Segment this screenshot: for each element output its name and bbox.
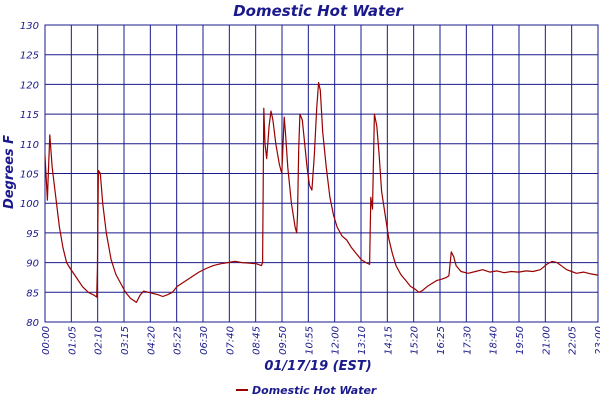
- x-tick-label: 19:50: [515, 326, 526, 355]
- y-tick-label: 130: [20, 21, 39, 32]
- series-layer: [44, 81, 599, 303]
- x-tick-label: 03:15: [120, 326, 131, 355]
- x-tick-label: 09:50: [278, 326, 289, 355]
- series-line: [44, 81, 599, 303]
- y-tick-label: 95: [26, 229, 39, 240]
- x-tick-label: 06:30: [199, 326, 210, 355]
- x-tick-label: 23:00: [594, 326, 600, 355]
- x-tick-label: 21:00: [541, 326, 552, 355]
- x-tick-label: 14:15: [383, 326, 394, 355]
- y-tick-label: 100: [20, 199, 39, 210]
- x-tick-label: 10:55: [304, 326, 315, 355]
- y-tick-label: 80: [26, 318, 39, 329]
- y-axis-label: Degrees F: [2, 135, 17, 209]
- x-tick-label: 07:40: [225, 326, 236, 355]
- y-tick-label: 115: [20, 110, 39, 121]
- x-tick-label: 08:45: [252, 326, 263, 355]
- x-tick-label: 17:30: [462, 326, 473, 355]
- x-tick-label: 13:10: [357, 326, 368, 355]
- legend: Domestic Hot Water: [236, 384, 377, 397]
- x-tick-label: 18:40: [489, 326, 500, 355]
- x-tick-label: 02:10: [94, 326, 105, 355]
- x-tick-label: 15:20: [410, 326, 421, 355]
- y-tick-label: 85: [26, 288, 39, 299]
- x-tick-label: 00:00: [41, 326, 52, 355]
- grid-layer: [44, 24, 599, 323]
- chart-title: Domestic Hot Water: [233, 2, 404, 20]
- y-tick-label: 120: [20, 80, 39, 91]
- plot-border: [44, 24, 599, 323]
- y-tick-labels: 80 85 90 95 100 105 110 115 120 125 130: [20, 21, 39, 329]
- x-tick-labels: 00:00 01:05 02:10 03:15 04:20 05:25 06:30 07:40…: [41, 326, 600, 355]
- x-tick-label: 05:25: [173, 326, 184, 355]
- x-tick-label: 12:00: [331, 326, 342, 355]
- x-tick-label: 22:05: [568, 326, 579, 355]
- x-tick-label: 04:20: [146, 326, 157, 355]
- y-tick-label: 105: [20, 170, 39, 181]
- x-tick-label: 01:05: [67, 326, 78, 355]
- x-tick-label: 16:25: [436, 326, 447, 355]
- y-tick-label: 90: [26, 259, 39, 270]
- x-axis-label: 01/17/19 (EST): [264, 359, 371, 374]
- y-tick-label: 110: [20, 140, 39, 151]
- y-tick-label: 125: [20, 51, 39, 62]
- legend-label: Domestic Hot Water: [252, 384, 377, 397]
